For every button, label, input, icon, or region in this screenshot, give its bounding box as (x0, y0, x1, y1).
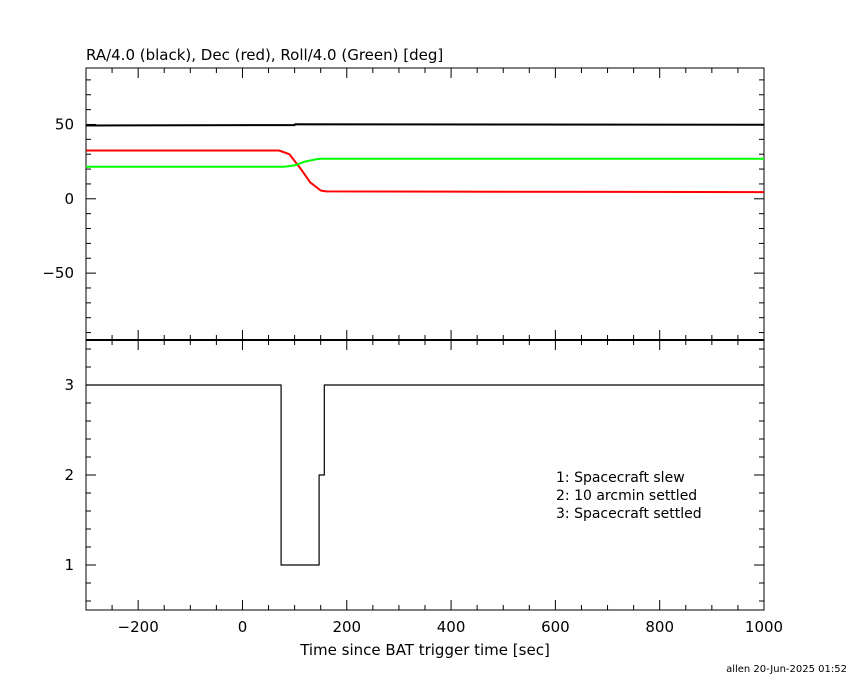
y-tick-label: 2 (64, 466, 74, 484)
series-line-0-2 (86, 157, 764, 168)
x-tick-label: 400 (437, 618, 466, 636)
y-tick-label: 1 (64, 556, 74, 574)
chart-title: RA/4.0 (black), Dec (red), Roll/4.0 (Gre… (86, 46, 443, 64)
x-tick-label: 800 (645, 618, 674, 636)
plot-frame (85, 67, 765, 341)
y-tick-label: −50 (42, 264, 74, 282)
top-panel: 50 0 −50 (42, 67, 765, 341)
legend-entry: 1: Spacecraft slew (556, 470, 685, 486)
series-line-0-0 (85, 123, 765, 127)
y-tick-label: 0 (64, 190, 74, 208)
series-line-0-1 (86, 149, 765, 194)
x-tick-label: −200 (118, 618, 159, 636)
x-tick-label: 200 (332, 618, 361, 636)
footer-timestamp: allen 20-Jun-2025 01:52 (726, 664, 847, 675)
y-tick-label: 3 (64, 376, 74, 394)
legend-entry: 3: Spacecraft settled (556, 506, 702, 522)
series-line-1-0 (86, 384, 764, 566)
y-tick-label: 50 (55, 115, 74, 133)
x-tick-label: 1000 (745, 618, 783, 636)
x-axis-label: Time since BAT trigger time [sec] (299, 641, 550, 659)
bottom-panel: −200 0 200 400 600 800 1000 3 2 1 (64, 339, 783, 636)
x-tick-label: 0 (238, 618, 248, 636)
status-legend: 1: Spacecraft slew 2: 10 arcmin settled 3:… (556, 470, 702, 522)
x-tick-label: 600 (541, 618, 570, 636)
legend-entry: 2: 10 arcmin settled (556, 488, 697, 504)
